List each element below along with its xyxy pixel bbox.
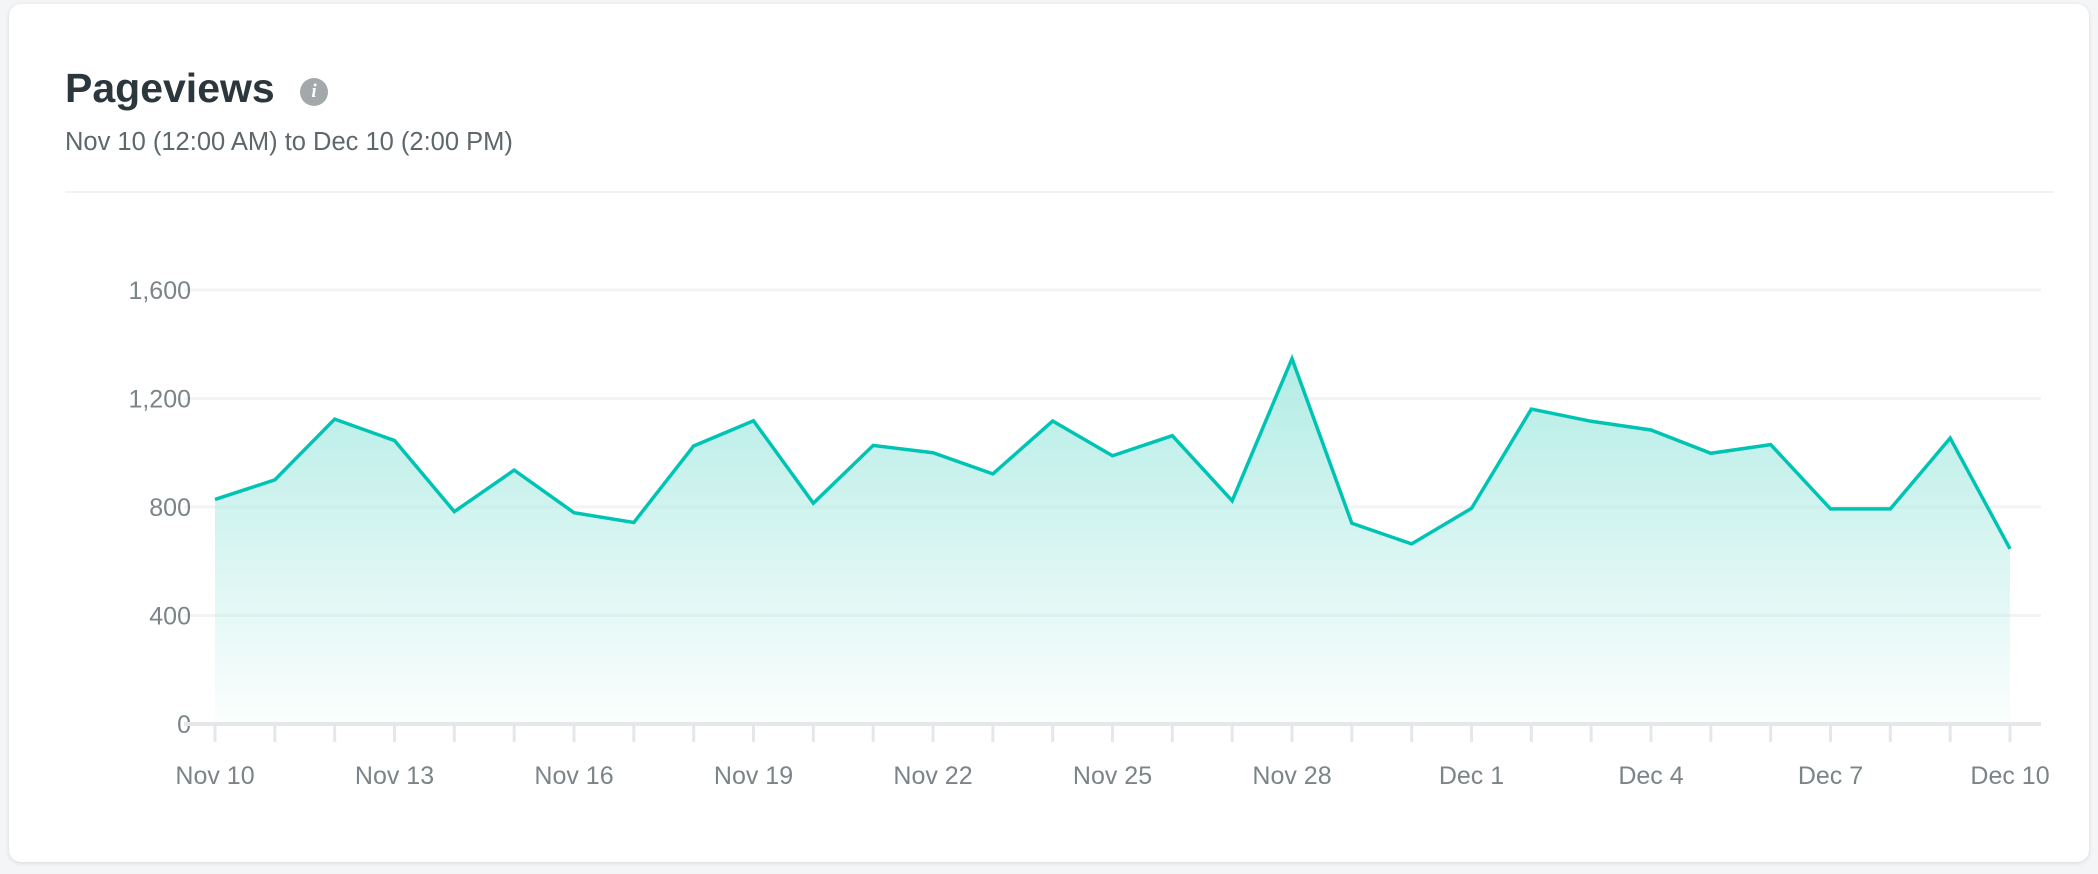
x-tick-label: Dec 7 [1798,762,1863,790]
x-tick-label: Dec 4 [1618,762,1683,790]
x-tick-label: Nov 25 [1073,762,1152,790]
y-tick-label: 400 [149,603,191,631]
x-tick-label: Nov 10 [175,762,254,790]
card-title: Pageviews [65,65,275,111]
y-tick-label: 800 [149,494,191,522]
info-icon[interactable]: i [300,78,328,106]
x-tick-label: Nov 28 [1252,762,1331,790]
divider [65,191,2053,193]
y-tick-label: 1,600 [128,277,191,305]
x-tick-label: Dec 10 [1970,762,2049,790]
x-tick-label: Nov 16 [534,762,613,790]
y-tick-label: 1,200 [128,386,191,414]
x-tick-label: Nov 19 [714,762,793,790]
date-range-subtitle: Nov 10 (12:00 AM) to Dec 10 (2:00 PM) [65,128,513,156]
x-tick-label: Dec 1 [1439,762,1504,790]
pageviews-line [214,353,2012,550]
x-tick-label: Nov 13 [355,762,434,790]
x-tick-label: Nov 22 [893,762,972,790]
area-fill [215,358,2010,724]
